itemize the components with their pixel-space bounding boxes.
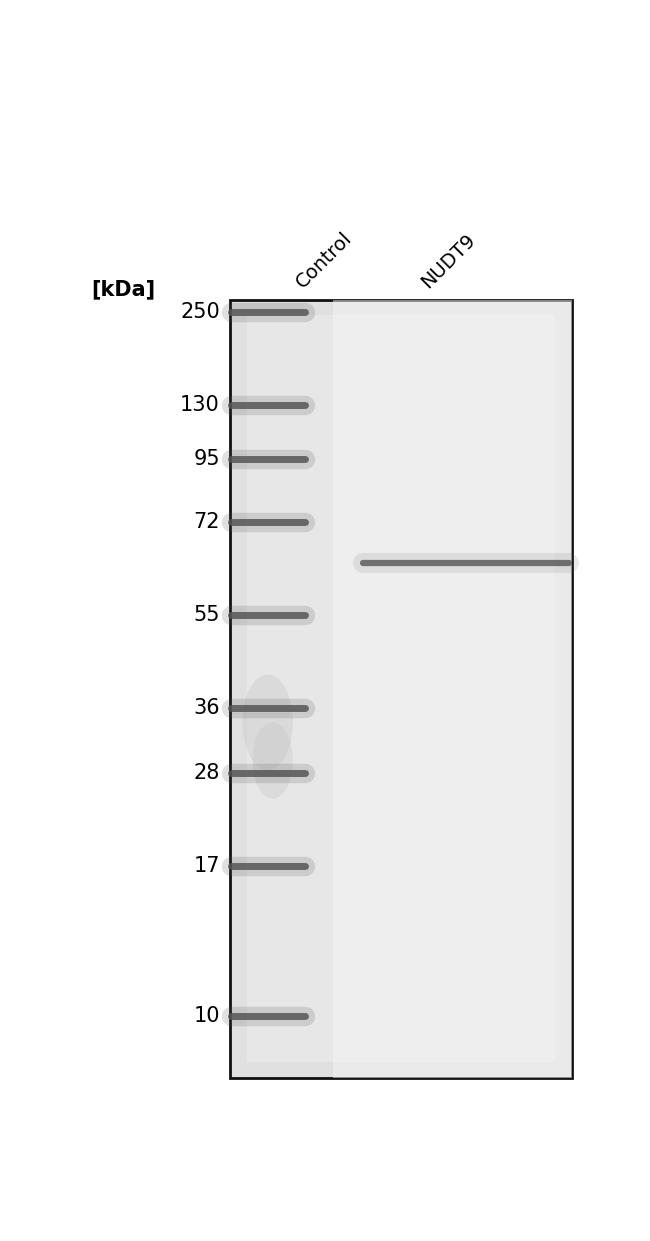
Text: 36: 36: [193, 699, 220, 719]
Ellipse shape: [252, 722, 292, 799]
Text: 95: 95: [193, 449, 220, 469]
Text: NUDT9: NUDT9: [418, 231, 480, 293]
Text: 250: 250: [180, 302, 220, 321]
Bar: [247, 315, 555, 1062]
Text: 72: 72: [193, 511, 220, 531]
Bar: [333, 300, 573, 1077]
Text: 28: 28: [194, 763, 220, 783]
Text: 130: 130: [180, 395, 220, 414]
Text: [kDa]: [kDa]: [91, 279, 155, 299]
Bar: [230, 300, 573, 1077]
Text: 55: 55: [193, 604, 220, 625]
Text: 17: 17: [193, 856, 220, 876]
Text: Control: Control: [292, 228, 356, 293]
Ellipse shape: [242, 675, 292, 769]
Text: 10: 10: [193, 1005, 220, 1025]
